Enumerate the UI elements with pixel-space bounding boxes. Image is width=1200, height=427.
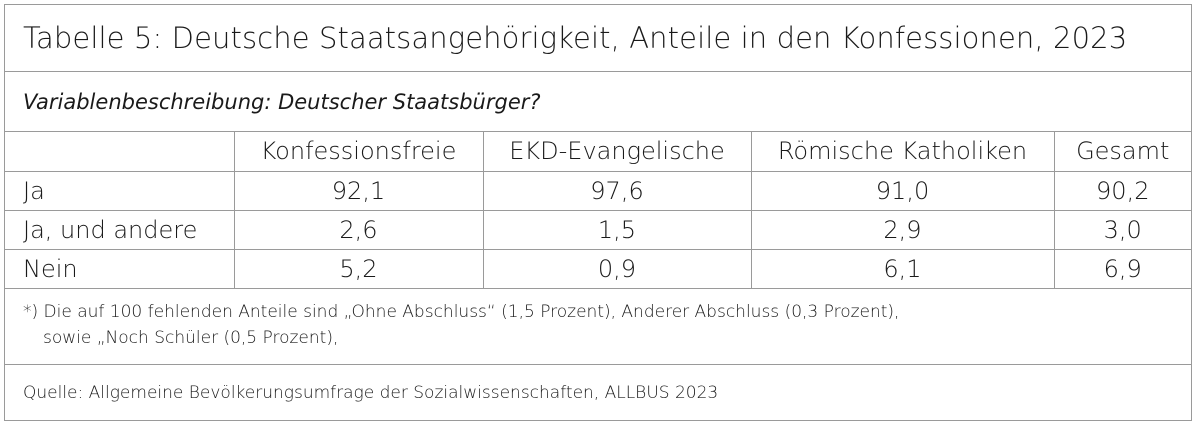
table-cell: 6,1: [751, 249, 1055, 289]
data-table: Konfessionsfreie EKD-Evangelische Römisc…: [5, 132, 1191, 289]
table-cell: 97,6: [483, 171, 752, 211]
header-cell-konfessionsfreie: Konfessionsfreie: [234, 132, 484, 172]
table-row: Nein 5,2 0,9 6,1 6,9: [5, 249, 1191, 289]
table-title: Tabelle 5: Deutsche Staatsangehörigkeit,…: [5, 5, 1191, 72]
footnote: *) Die auf 100 fehlenden Anteile sind „O…: [5, 289, 1191, 365]
table-row: Ja, und andere 2,6 1,5 2,9 3,0: [5, 210, 1191, 250]
table-cell: 6,9: [1054, 249, 1191, 289]
header-cell-gesamt: Gesamt: [1054, 132, 1191, 172]
header-cell-empty: [5, 132, 235, 172]
table-frame: Tabelle 5: Deutsche Staatsangehörigkeit,…: [4, 4, 1192, 421]
row-label: Ja: [5, 171, 235, 211]
table-cell: 1,5: [483, 210, 752, 250]
table-row: Ja 92,1 97,6 91,0 90,2: [5, 171, 1191, 211]
header-cell-roemische-katholiken: Römische Katholiken: [751, 132, 1055, 172]
table-cell: 5,2: [234, 249, 484, 289]
table-cell: 0,9: [483, 249, 752, 289]
row-label: Nein: [5, 249, 235, 289]
source-note: Quelle: Allgemeine Bevölkerungsumfrage d…: [23, 382, 719, 403]
variable-description: Variablenbeschreibung: Deutscher Staatsb…: [5, 72, 1191, 132]
footnote-line-2: sowie „Noch Schüler (0,5 Prozent),: [43, 327, 339, 348]
table-cell: 90,2: [1054, 171, 1191, 211]
header-cell-ekd-evangelische: EKD-Evangelische: [483, 132, 752, 172]
table-cell: 2,6: [234, 210, 484, 250]
table-cell: 91,0: [751, 171, 1055, 211]
header-row: Konfessionsfreie EKD-Evangelische Römisc…: [5, 132, 1191, 172]
table-cell: 2,9: [751, 210, 1055, 250]
table-cell: 3,0: [1054, 210, 1191, 250]
row-label: Ja, und andere: [5, 210, 235, 250]
footnote-line-1: *) Die auf 100 fehlenden Anteile sind „O…: [23, 301, 900, 322]
table-cell: 92,1: [234, 171, 484, 211]
